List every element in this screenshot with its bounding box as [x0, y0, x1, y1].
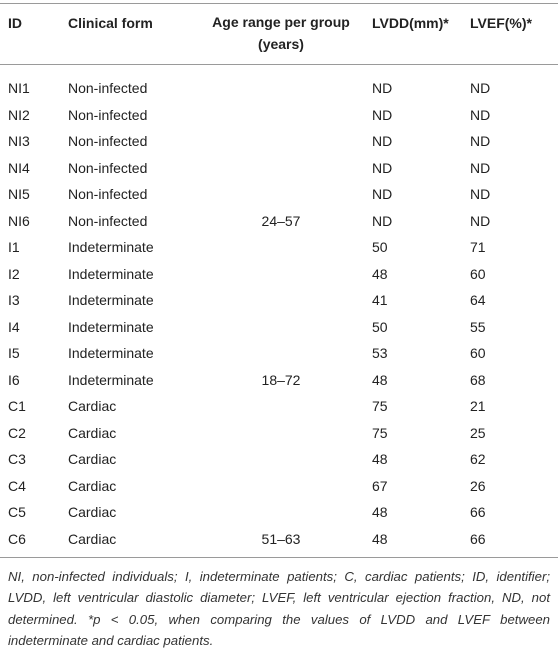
- table-cell: ND: [470, 106, 491, 123]
- table-cell: C1: [8, 398, 26, 414]
- table-cell: 24–57: [261, 212, 301, 229]
- table-cell: C6: [8, 530, 26, 547]
- table-cell: 21: [470, 398, 486, 414]
- table-cell: Non-infected: [68, 106, 148, 123]
- table-cell: 67: [372, 477, 388, 494]
- table-cell: I6: [8, 371, 20, 388]
- top-rule: [0, 3, 558, 4]
- table-cell: ND: [470, 133, 491, 149]
- table-cell: NI4: [8, 159, 30, 176]
- table-cell: Indeterminate: [68, 345, 154, 361]
- table-cell: 75: [372, 424, 388, 441]
- table-cell: Non-infected: [68, 80, 148, 96]
- table-cell: I5: [8, 345, 20, 361]
- table-cell: 50: [372, 239, 388, 255]
- table-cell: Cardiac: [68, 451, 117, 467]
- table-cell: 48: [372, 371, 388, 388]
- table-cell: ND: [470, 159, 491, 176]
- table-cell: Cardiac: [68, 504, 117, 520]
- table-cell: 60: [470, 265, 486, 282]
- table-cell: Cardiac: [68, 477, 117, 494]
- table-cell: Non-infected: [68, 186, 148, 202]
- table-cell: 68: [470, 371, 486, 388]
- table-cell: 66: [470, 530, 486, 547]
- table-cell: 48: [372, 504, 388, 520]
- table-cell: ND: [470, 80, 491, 96]
- table-cell: 55: [470, 318, 486, 335]
- header-rule: [0, 64, 558, 65]
- header-cell: LVDD(mm)*: [372, 15, 449, 31]
- table-cell: I4: [8, 318, 20, 335]
- table-cell: 75: [372, 398, 388, 414]
- table-cell: Cardiac: [68, 530, 117, 547]
- table-cell: Non-infected: [68, 212, 148, 229]
- table-cell: 48: [372, 265, 388, 282]
- table-cell: 64: [470, 292, 486, 308]
- table-cell: Indeterminate: [68, 239, 154, 255]
- header-cell: Clinical form: [68, 15, 153, 31]
- table-cell: ND: [372, 106, 393, 123]
- table-cell: NI5: [8, 186, 30, 202]
- bottom-rule: [0, 557, 558, 558]
- table-cell: ND: [372, 159, 393, 176]
- table-cell: ND: [372, 186, 393, 202]
- table-cell: C2: [8, 424, 26, 441]
- table-cell: 18–72: [261, 371, 301, 388]
- table-cell: NI3: [8, 133, 30, 149]
- table-cell: ND: [372, 133, 393, 149]
- table-cell: Indeterminate: [68, 371, 154, 388]
- table-cell: C3: [8, 451, 26, 467]
- table-cell: 48: [372, 451, 388, 467]
- table-cell: ND: [470, 186, 491, 202]
- table-cell: Indeterminate: [68, 265, 154, 282]
- table-cell: 62: [470, 451, 486, 467]
- table-cell: Non-infected: [68, 159, 148, 176]
- table-cell: 25: [470, 424, 486, 441]
- table-cell: 51–63: [261, 530, 301, 547]
- table-cell: I3: [8, 292, 20, 308]
- table-cell: 26: [470, 477, 486, 494]
- table-cell: 60: [470, 345, 486, 361]
- header-cell: LVEF(%)*: [470, 15, 532, 31]
- table-cell: ND: [372, 80, 393, 96]
- header-cell: Age range per group (years): [212, 14, 350, 52]
- table-cell: 66: [470, 504, 486, 520]
- table-cell: 71: [470, 239, 486, 255]
- table-cell: C4: [8, 477, 26, 494]
- table-cell: Indeterminate: [68, 292, 154, 308]
- table-cell: NI1: [8, 80, 30, 96]
- table-cell: Indeterminate: [68, 318, 154, 335]
- table-cell: 41: [372, 292, 388, 308]
- table-cell: Cardiac: [68, 398, 117, 414]
- table-cell: NI2: [8, 106, 30, 123]
- table-cell: I1: [8, 239, 20, 255]
- table-cell: Non-infected: [68, 133, 148, 149]
- table-cell: ND: [470, 212, 491, 229]
- table-cell: 48: [372, 530, 388, 547]
- table-cell: C5: [8, 504, 26, 520]
- table-cell: NI6: [8, 212, 30, 229]
- table-cell: I2: [8, 265, 20, 282]
- header-cell: ID: [8, 15, 22, 31]
- table-cell: Cardiac: [68, 424, 117, 441]
- table-cell: ND: [372, 212, 393, 229]
- table-cell: 50: [372, 318, 388, 335]
- footnote: NI, non-infected individuals; I, indeter…: [8, 569, 550, 648]
- table-cell: 53: [372, 345, 388, 361]
